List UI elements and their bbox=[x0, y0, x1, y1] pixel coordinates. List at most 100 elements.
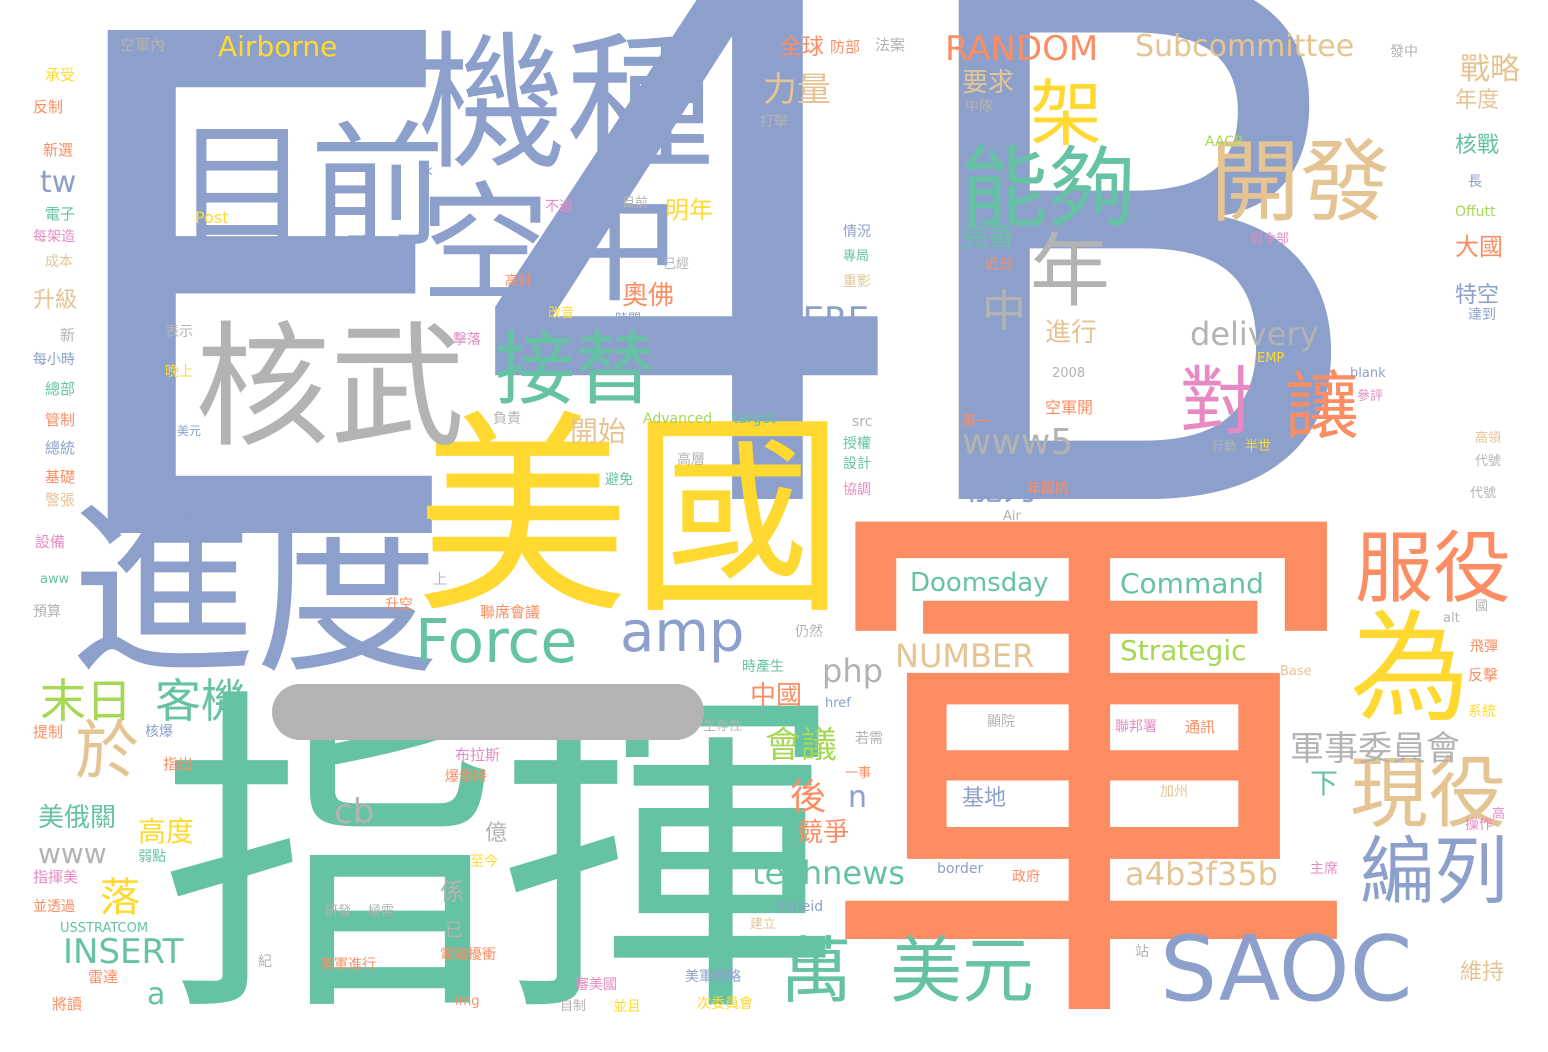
cloud-word: 負責 bbox=[493, 411, 521, 427]
cloud-word: 警張 bbox=[45, 491, 76, 509]
cloud-word: 進度 bbox=[70, 484, 440, 700]
cloud-word: 力量 bbox=[763, 70, 831, 110]
cloud-word: 核戰 bbox=[1455, 133, 1500, 158]
cloud-word: 司令部 bbox=[1250, 232, 1290, 247]
cloud-word: 仍然 bbox=[795, 624, 823, 640]
cloud-word: 總統 bbox=[45, 439, 76, 457]
cloud-word: Doomsday bbox=[910, 568, 1049, 598]
cloud-word: 核爆 bbox=[145, 724, 173, 740]
cloud-word: 空軍開 bbox=[1045, 398, 1094, 417]
cloud-word: 重影 bbox=[843, 274, 871, 290]
cloud-word: 明年 bbox=[665, 196, 713, 224]
cloud-word: 年度 bbox=[1455, 88, 1500, 113]
cloud-word: 通訊 bbox=[1185, 718, 1216, 736]
cloud-word: EMP bbox=[1257, 351, 1285, 366]
cloud-word: 維持 bbox=[1460, 960, 1505, 985]
cloud-word: 布拉斯 bbox=[455, 746, 501, 764]
cloud-word: 編列 bbox=[1360, 829, 1508, 915]
cloud-word: 戰略 bbox=[1460, 52, 1520, 87]
cloud-word: 法案 bbox=[875, 36, 906, 54]
cloud-word: 落 bbox=[100, 875, 140, 921]
cloud-word: 避免 bbox=[605, 472, 633, 488]
cloud-word: zoneid bbox=[777, 899, 824, 915]
cloud-word: 能力 bbox=[967, 467, 1040, 508]
cloud-word: 指出 bbox=[163, 755, 194, 773]
cloud-word: 政府 bbox=[1012, 869, 1040, 885]
cloud-word: 後 bbox=[790, 777, 827, 818]
cloud-word: 時間 bbox=[615, 312, 642, 327]
cloud-word: 開發 bbox=[1210, 130, 1390, 235]
cloud-word: 設計 bbox=[843, 456, 871, 472]
cloud-word: n bbox=[848, 780, 868, 815]
cloud-word: 年國防 bbox=[1027, 481, 1069, 497]
cloud-word: ck bbox=[418, 164, 433, 179]
cloud-word: 電子 bbox=[45, 205, 76, 223]
cloud-word: 雷達 bbox=[88, 968, 119, 986]
cloud-word: 授權 bbox=[843, 436, 871, 452]
cloud-word: 升空 bbox=[385, 597, 413, 613]
cloud-word: target bbox=[733, 411, 776, 427]
cloud-word: alt bbox=[1443, 611, 1460, 626]
cloud-word: border bbox=[937, 861, 984, 877]
cloud-word: 軍事委員會 bbox=[1290, 729, 1460, 769]
cloud-word: 已 bbox=[445, 920, 463, 941]
cloud-word: href bbox=[825, 696, 851, 711]
cloud-word: delivery bbox=[1190, 315, 1319, 353]
cloud-word: 高射 bbox=[505, 274, 532, 289]
cloud-word: Subcommittee bbox=[1135, 29, 1355, 64]
cloud-word: 達到 bbox=[1468, 307, 1496, 323]
cloud-word: 總部 bbox=[45, 380, 76, 398]
cloud-word: 指揮美 bbox=[33, 868, 79, 886]
cloud-word: 主席 bbox=[1310, 861, 1338, 877]
cloud-word: 新選 bbox=[43, 141, 74, 159]
cloud-word: a bbox=[147, 977, 166, 1012]
cloud-word: SAOC bbox=[1160, 917, 1413, 1022]
cloud-word: 並且 bbox=[613, 999, 641, 1015]
cloud-word: 若需 bbox=[855, 731, 883, 747]
cloud-word: 進行 bbox=[1045, 318, 1098, 348]
cloud-word: Base bbox=[1280, 664, 1312, 679]
cloud-word: 預算 bbox=[33, 604, 61, 620]
cloud-word: 下 bbox=[1310, 767, 1339, 800]
cloud-word: Advanced bbox=[643, 411, 713, 427]
cloud-word: 會議 bbox=[765, 725, 838, 766]
cloud-word: 加州 bbox=[1160, 784, 1188, 800]
cloud-word: 基地 bbox=[962, 786, 1007, 811]
cloud-word: 研發 bbox=[325, 904, 352, 919]
cloud-word: 至今 bbox=[470, 854, 498, 870]
cloud-word: 讓 bbox=[1285, 364, 1359, 450]
cloud-word: 電磁擾衝 bbox=[440, 947, 496, 963]
cloud-word: 於 bbox=[75, 715, 139, 789]
cloud-word: img bbox=[455, 994, 480, 1009]
cloud-word: 美國 bbox=[415, 392, 845, 643]
cloud-word: 美軍戰略 bbox=[685, 969, 741, 985]
cloud-word: 每小時 bbox=[33, 352, 75, 368]
cloud-word: 完善 bbox=[962, 223, 1015, 253]
cloud-word: 服役 bbox=[1355, 524, 1512, 614]
cloud-word: 次委員會 bbox=[697, 996, 753, 1012]
cloud-word: 機種 bbox=[418, 18, 714, 190]
cloud-word: 中心 bbox=[1253, 404, 1280, 419]
grey-bar-shape bbox=[272, 684, 704, 740]
cloud-word: aww bbox=[40, 572, 70, 587]
cloud-word: a4b3f35b bbox=[1125, 855, 1278, 893]
cloud-word: 年 bbox=[1030, 225, 1110, 318]
cloud-word: Strategic bbox=[1120, 634, 1247, 667]
cloud-word: 管制 bbox=[45, 411, 76, 429]
cloud-word: 2008 bbox=[1052, 366, 1086, 381]
cloud-word: 要求 bbox=[962, 68, 1015, 98]
cloud-word: cb bbox=[334, 792, 375, 832]
cloud-word: 近日 bbox=[985, 257, 1013, 273]
cloud-word: 防部 bbox=[830, 38, 861, 56]
cloud-word: 弱點 bbox=[138, 849, 166, 865]
cloud-word: Offutt bbox=[1455, 204, 1496, 220]
cloud-word: 不過 bbox=[545, 199, 573, 215]
cloud-word: 目前 bbox=[175, 109, 445, 266]
cloud-word: 奧佛 bbox=[622, 281, 675, 311]
cloud-word: 表示 bbox=[165, 324, 193, 340]
cloud-word: 美元 bbox=[890, 929, 1035, 1013]
cloud-word: 客機 bbox=[155, 674, 247, 728]
cloud-word: 提制 bbox=[33, 723, 64, 741]
cloud-word: 打擊 bbox=[760, 114, 788, 130]
cloud-word: INSERT bbox=[63, 932, 184, 972]
